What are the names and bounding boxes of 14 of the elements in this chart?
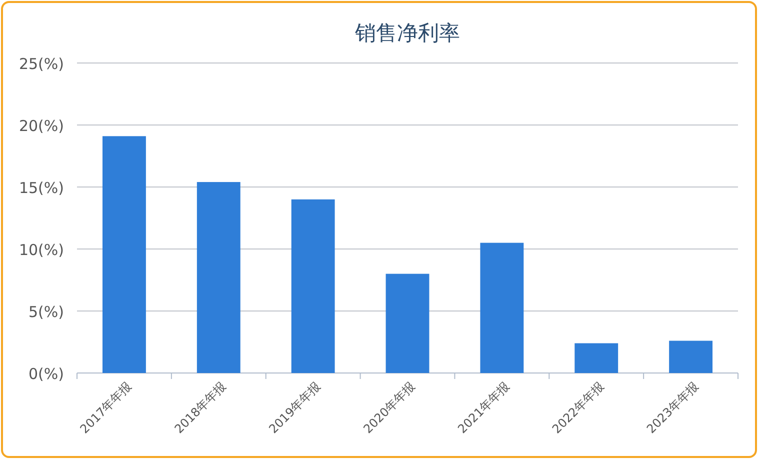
bar <box>480 242 524 373</box>
bar <box>669 340 713 373</box>
bar <box>102 136 146 373</box>
y-tick-label: 10(%) <box>18 241 64 259</box>
chart-title: 销售净利率 <box>354 21 460 45</box>
bar <box>291 199 335 373</box>
bar <box>386 274 430 373</box>
y-tick-label: 0(%) <box>28 365 64 383</box>
bar <box>196 182 240 373</box>
y-tick-label: 25(%) <box>18 55 64 73</box>
bar <box>574 343 618 373</box>
y-tick-label: 15(%) <box>18 179 64 197</box>
y-tick-label: 20(%) <box>18 117 64 135</box>
y-tick-label: 5(%) <box>28 303 64 321</box>
